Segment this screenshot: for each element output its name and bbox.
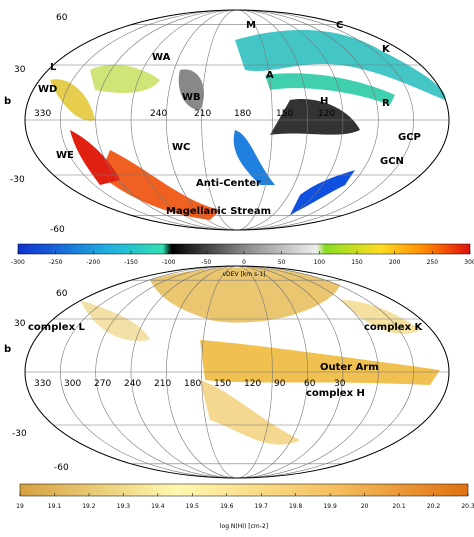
colorbar-tick-label: 150	[351, 259, 363, 266]
colorbar-tick-label: 19.4	[151, 503, 165, 510]
lon-label: 30	[334, 379, 346, 389]
region-label: WC	[172, 142, 190, 153]
colorbar-tick-label: 250	[427, 259, 439, 266]
lon-label: 330	[34, 109, 51, 119]
lat-label: 30	[14, 65, 26, 75]
region-label: WD	[38, 84, 57, 95]
colorbar-tick-label: 19.8	[289, 503, 303, 510]
colorbar-tick-label: -150	[124, 259, 138, 266]
colorbar-tick-label: 19.6	[220, 503, 234, 510]
lon-label: 210	[154, 379, 171, 389]
colorbar-tick-label: 20.2	[427, 503, 441, 510]
lat-label: -30	[12, 429, 27, 439]
emission-top	[50, 30, 446, 220]
lat-label: 30	[14, 319, 26, 329]
axis-label: b	[4, 96, 11, 107]
region-label: WA	[152, 52, 171, 63]
colorbar-tick-label: -250	[49, 259, 63, 266]
region-label: GCN	[380, 156, 404, 167]
colorbar-tick-label: 19	[16, 503, 24, 510]
lon-label: 330	[34, 379, 51, 389]
region-label: WE	[56, 150, 74, 161]
colorbar-tick-label: 19.2	[82, 503, 96, 510]
lon-label: 180	[234, 109, 251, 119]
region-label: complex L	[28, 322, 86, 333]
lon-label: 240	[124, 379, 141, 389]
colorbar-label: vDEV [km s-1]	[223, 271, 266, 278]
lon-label: 60	[304, 379, 316, 389]
colorbar-tick-label: 20.3	[461, 503, 474, 510]
lon-label: 120	[244, 379, 261, 389]
region-label: Anti-Center	[196, 178, 261, 189]
lat-label: -60	[54, 463, 69, 473]
colorbar-tick-label: 50	[278, 259, 286, 266]
lon-label: 270	[94, 379, 111, 389]
colorbar-tick-label: -300	[11, 259, 25, 266]
lat-label: -60	[50, 225, 65, 235]
region-label: complex K	[364, 322, 424, 333]
region-label: H	[320, 96, 328, 107]
lon-label: 120	[318, 109, 335, 119]
region-label: C	[336, 20, 343, 31]
emission-bottom	[80, 267, 440, 445]
colorbar-tick-label: 20	[361, 503, 369, 510]
region-label: WB	[182, 92, 201, 103]
colorbar-tick-label: 20.1	[392, 503, 406, 510]
colorbar-tick-label: -100	[162, 259, 176, 266]
grids	[24, 9, 450, 479]
colorbar-tick-label: 100	[314, 259, 326, 266]
colorbar-tick-label: -200	[87, 259, 101, 266]
sky-outline	[24, 9, 450, 231]
colorbar	[19, 483, 469, 497]
lon-label: 210	[194, 109, 211, 119]
colorbar-tick-label: -50	[201, 259, 211, 266]
colorbar-tick-label: 19.9	[323, 503, 337, 510]
region-label: L	[50, 62, 57, 73]
lat-label: -30	[10, 175, 25, 185]
axis-label: b	[4, 344, 11, 355]
region-label: Magellanic Stream	[166, 206, 271, 217]
region-label: complex H	[306, 388, 365, 399]
lon-label: 150	[276, 109, 293, 119]
region-label: Outer Arm	[320, 362, 379, 373]
region-label: R	[382, 98, 390, 109]
sky-outline	[24, 265, 450, 479]
colorbar-tick-label: 19.1	[48, 503, 62, 510]
lon-label: 180	[184, 379, 201, 389]
colorbar-tick-label: 300	[464, 259, 474, 266]
region-label: K	[382, 44, 391, 55]
region-label: A	[266, 70, 274, 81]
region-label: M	[246, 20, 256, 31]
region-label: GCP	[398, 132, 421, 143]
colorbar-label: log N(HI) [cm-2]	[220, 523, 268, 530]
colorbar-tick-label: 19.5	[186, 503, 200, 510]
lat-label: 60	[56, 13, 68, 23]
lon-label: 300	[64, 379, 81, 389]
lon-label: 240	[150, 109, 167, 119]
colorbar-tick-label: 200	[389, 259, 401, 266]
colorbar-tick-label: 0	[242, 259, 246, 266]
lat-label: 60	[56, 289, 68, 299]
colorbar-tick-label: 19.3	[117, 503, 131, 510]
lon-label: 150	[214, 379, 231, 389]
lon-label: 90	[274, 379, 286, 389]
colorbar-tick-label: 19.7	[255, 503, 269, 510]
